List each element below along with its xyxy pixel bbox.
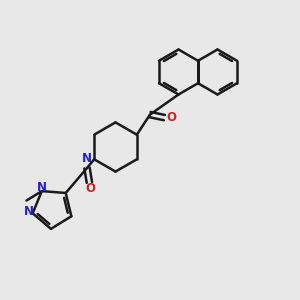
Text: O: O bbox=[85, 182, 95, 195]
Text: O: O bbox=[166, 111, 176, 124]
Text: N: N bbox=[82, 152, 92, 165]
Text: N: N bbox=[23, 205, 34, 218]
Text: N: N bbox=[37, 181, 47, 194]
